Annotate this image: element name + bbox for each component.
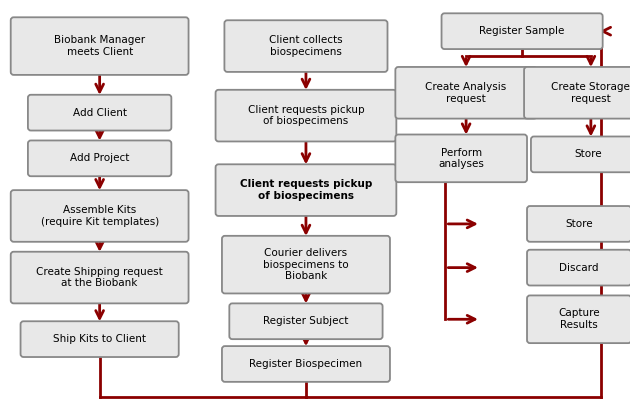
Text: Create Analysis
request: Create Analysis request — [426, 82, 507, 104]
Text: Courier delivers
biospecimens to
Biobank: Courier delivers biospecimens to Biobank — [263, 248, 349, 281]
Text: Capture
Results: Capture Results — [558, 308, 600, 330]
FancyBboxPatch shape — [11, 190, 189, 242]
Text: Store: Store — [565, 219, 593, 229]
FancyBboxPatch shape — [524, 67, 640, 118]
FancyBboxPatch shape — [11, 252, 189, 303]
FancyBboxPatch shape — [527, 295, 631, 343]
Text: Client requests pickup
of biospecimens: Client requests pickup of biospecimens — [240, 179, 372, 201]
Text: Biobank Manager
meets Client: Biobank Manager meets Client — [54, 35, 145, 57]
Text: Add Project: Add Project — [70, 153, 129, 163]
FancyBboxPatch shape — [531, 136, 640, 172]
Text: Ship Kits to Client: Ship Kits to Client — [53, 334, 146, 344]
FancyBboxPatch shape — [20, 321, 179, 357]
Text: Create Storage
request: Create Storage request — [552, 82, 630, 104]
FancyBboxPatch shape — [216, 90, 396, 142]
FancyBboxPatch shape — [396, 67, 537, 118]
FancyBboxPatch shape — [11, 17, 189, 75]
Text: Perform
analyses: Perform analyses — [438, 147, 484, 169]
Text: Discard: Discard — [559, 262, 599, 273]
FancyBboxPatch shape — [229, 303, 383, 339]
FancyBboxPatch shape — [28, 140, 172, 176]
FancyBboxPatch shape — [222, 346, 390, 382]
Text: Add Client: Add Client — [72, 108, 127, 118]
FancyBboxPatch shape — [527, 206, 631, 242]
FancyBboxPatch shape — [527, 250, 631, 286]
FancyBboxPatch shape — [442, 13, 603, 49]
Text: Register Subject: Register Subject — [263, 316, 349, 326]
Text: Register Biospecimen: Register Biospecimen — [250, 359, 362, 369]
Text: Client collects
biospecimens: Client collects biospecimens — [269, 35, 343, 57]
Text: Store: Store — [574, 150, 602, 159]
FancyBboxPatch shape — [225, 20, 387, 72]
FancyBboxPatch shape — [222, 236, 390, 294]
FancyBboxPatch shape — [28, 95, 172, 131]
FancyBboxPatch shape — [396, 134, 527, 182]
Text: Client requests pickup
of biospecimens: Client requests pickup of biospecimens — [248, 105, 364, 126]
Text: Assemble Kits
(require Kit templates): Assemble Kits (require Kit templates) — [40, 205, 159, 227]
FancyBboxPatch shape — [216, 164, 396, 216]
Text: Register Sample: Register Sample — [479, 26, 564, 36]
Text: Create Shipping request
at the Biobank: Create Shipping request at the Biobank — [36, 267, 163, 289]
